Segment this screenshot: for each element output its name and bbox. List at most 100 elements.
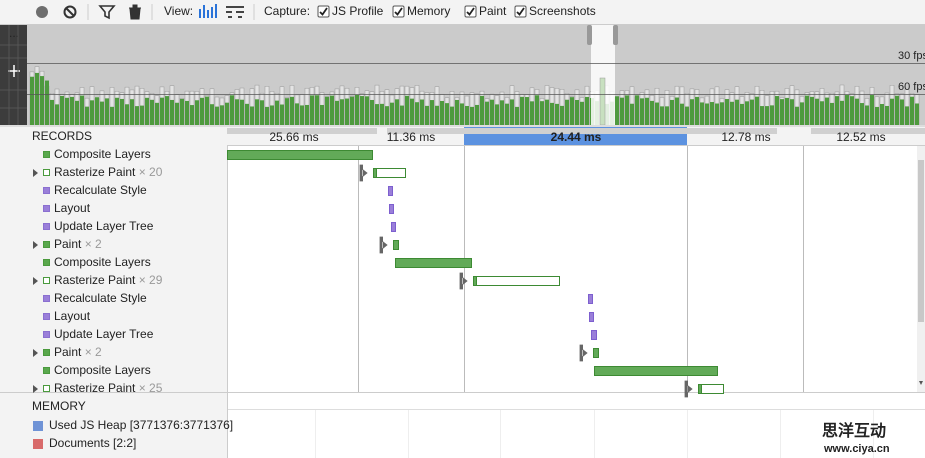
memory-swatch[interactable]: [33, 421, 43, 431]
capture-option[interactable]: Screenshots: [529, 4, 596, 18]
record-label: Update Layer Tree: [54, 327, 154, 341]
record-bar[interactable]: [589, 312, 594, 322]
expand-arrow[interactable]: [33, 241, 38, 249]
frame-bar-fill: [205, 96, 209, 125]
frame-bar-fill: [760, 106, 764, 125]
filter-button[interactable]: [98, 5, 116, 20]
fps-label: 30 fps: [898, 50, 925, 62]
frame-bar-fill: [885, 105, 889, 125]
record-bar[interactable]: [588, 294, 593, 304]
record-name[interactable]: Paint × 2: [54, 345, 102, 359]
ruler-label: 12.52 ms: [836, 130, 885, 144]
view-flame-button[interactable]: [226, 6, 244, 18]
record-swatch: [43, 295, 50, 302]
frame-bar-fill: [565, 99, 569, 125]
capture-option[interactable]: Memory: [407, 4, 450, 18]
frame-bar-fill: [40, 76, 44, 125]
frame-bar-fill: [360, 96, 364, 125]
record-name[interactable]: Recalculate Style: [54, 183, 147, 197]
record-count: × 20: [139, 165, 163, 179]
record-name[interactable]: Composite Layers: [54, 147, 151, 161]
frame-bar-fill: [305, 104, 309, 125]
frame-bar-fill: [615, 96, 619, 125]
memory-title: MEMORY: [32, 399, 86, 413]
view-bars-button[interactable]: [199, 4, 217, 18]
frame-bar-fill: [860, 103, 864, 125]
record-bar[interactable]: [395, 258, 472, 268]
frame-bar-fill: [815, 98, 819, 125]
expand-arrow[interactable]: [33, 385, 38, 393]
ruler-label: 11.36 ms: [387, 130, 435, 144]
record-button[interactable]: [36, 6, 48, 18]
record-bar[interactable]: [388, 186, 393, 196]
record-name[interactable]: Recalculate Style: [54, 291, 147, 305]
record-bar[interactable]: [593, 348, 599, 358]
record-name[interactable]: Update Layer Tree: [54, 327, 154, 341]
record-label: Recalculate Style: [54, 291, 147, 305]
frame-bar-fill: [910, 96, 914, 125]
record-count: × 25: [139, 381, 163, 395]
record-label: Paint: [54, 345, 82, 359]
capture-option[interactable]: Paint: [479, 4, 507, 18]
frame-bar-fill: [570, 97, 574, 125]
ruler-label: 25.66 ms: [269, 130, 318, 144]
frame-bar-fill: [665, 106, 669, 125]
memory-item: Documents [2:2]: [49, 436, 136, 450]
frame-bar-fill: [175, 102, 179, 125]
overview-frame: [599, 77, 606, 126]
checkmark: [466, 7, 475, 16]
expand-arrow[interactable]: [33, 349, 38, 357]
child-bracket: [359, 164, 368, 182]
memory-swatch[interactable]: [33, 439, 43, 449]
frame-bar-fill: [575, 100, 579, 125]
record-label: Composite Layers: [54, 363, 151, 377]
record-name[interactable]: Rasterize Paint × 29: [54, 273, 163, 287]
frame-bar-fill: [560, 105, 564, 125]
record-name[interactable]: Rasterize Paint × 25: [54, 381, 163, 395]
frame-bar-fill: [465, 105, 469, 125]
watermark-title: 思洋互动: [822, 421, 886, 440]
frame-bar-fill: [255, 99, 259, 125]
record-bar[interactable]: [393, 240, 399, 250]
frame-bar-fill: [525, 97, 529, 125]
scrollbar-thumb[interactable]: [918, 160, 924, 322]
record-bar[interactable]: [698, 384, 724, 394]
overview-handle[interactable]: [587, 25, 592, 45]
record-bar[interactable]: [391, 222, 396, 232]
frame-bar-fill: [705, 103, 709, 125]
record-name[interactable]: Composite Layers: [54, 363, 151, 377]
record-bar[interactable]: [389, 204, 394, 214]
frame-bar-fill: [460, 103, 464, 125]
record-name[interactable]: Layout: [54, 201, 91, 215]
record-name[interactable]: Update Layer Tree: [54, 219, 154, 233]
capture-option[interactable]: JS Profile: [332, 4, 384, 18]
frame-bar-fill: [880, 104, 884, 125]
gc-button[interactable]: [129, 4, 141, 20]
frame-bar-fill: [515, 106, 519, 125]
frame-bar-fill: [875, 106, 879, 125]
record-name[interactable]: Rasterize Paint × 20: [54, 165, 163, 179]
record-bar[interactable]: [594, 366, 718, 376]
frame-bar-fill: [65, 97, 69, 125]
record-label: Paint: [54, 237, 82, 251]
record-bar[interactable]: [373, 168, 406, 178]
frame-bar-fill: [850, 96, 854, 125]
clear-button[interactable]: [63, 5, 77, 19]
record-bar[interactable]: [473, 276, 560, 286]
expand-arrow[interactable]: [33, 277, 38, 285]
record-swatch: [43, 367, 50, 374]
record-bar[interactable]: [591, 330, 597, 340]
record-name[interactable]: Paint × 2: [54, 237, 102, 251]
frame-bar-fill: [750, 99, 754, 125]
record-name[interactable]: Layout: [54, 309, 91, 323]
record-bar[interactable]: [227, 150, 373, 160]
expand-arrow[interactable]: [33, 169, 38, 177]
frame-bar-fill: [290, 96, 294, 125]
frame-bar-fill: [415, 102, 419, 125]
record-bar-self: [473, 276, 477, 286]
frame-bar-fill: [220, 105, 224, 125]
record-name[interactable]: Composite Layers: [54, 255, 151, 269]
frame-bar-fill: [325, 96, 329, 125]
frame-bar-fill: [490, 99, 494, 125]
overview-handle[interactable]: [613, 25, 618, 45]
